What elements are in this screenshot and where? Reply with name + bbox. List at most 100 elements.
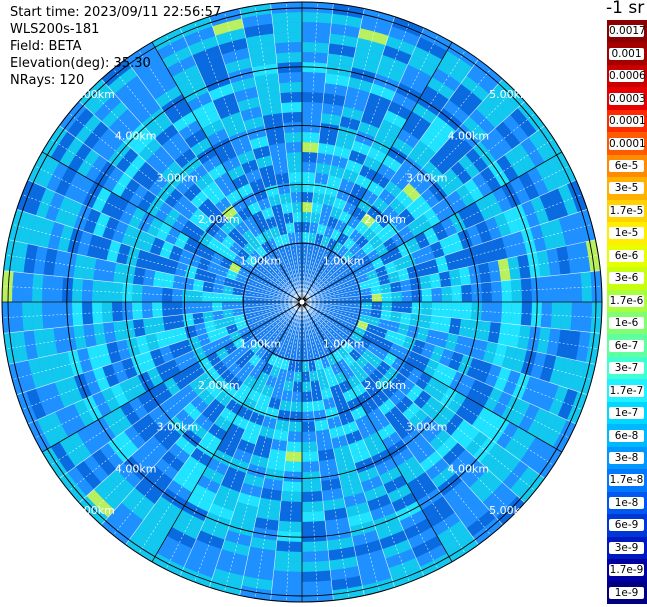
range-gate-cell [423, 377, 441, 397]
range-gate-cell [181, 156, 203, 176]
range-gate-cell [487, 448, 513, 476]
range-gate-cell [188, 208, 206, 226]
ray-line [301, 179, 577, 303]
range-gate-cell [232, 174, 250, 190]
ray-line [301, 112, 536, 303]
range-ring-label: 5.00km [489, 504, 531, 517]
range-gate-cell [353, 539, 383, 557]
range-gate-cell [333, 145, 352, 160]
range-gate-cell [198, 231, 214, 247]
range-gate-cell [184, 128, 207, 149]
range-gate-cell [260, 103, 283, 117]
range-gate-cell [268, 142, 287, 156]
range-gate-cell [530, 379, 550, 408]
range-gate-cell [287, 162, 302, 173]
ray-line [27, 301, 303, 425]
ray-line [301, 301, 545, 479]
range-gate-cell [192, 101, 217, 121]
range-gate-cell [302, 42, 330, 54]
range-gate-cell [311, 202, 323, 214]
ray-line [301, 270, 601, 303]
range-gate-cell [353, 47, 383, 65]
ray-line [301, 301, 410, 583]
range-gate-cell [154, 124, 179, 146]
range-ring-label: 3.00km [406, 171, 448, 184]
range-gate-cell [155, 363, 173, 382]
range-gate-cell [566, 391, 588, 425]
range-gate-cell [354, 174, 372, 190]
range-gate-cell [482, 93, 511, 122]
range-gate-cell [539, 221, 557, 251]
range-gate-cell [335, 187, 351, 202]
range-gate-cell [270, 590, 302, 602]
range-gate-cell [76, 427, 100, 455]
range-gate-cell [277, 368, 288, 381]
ray-line [301, 3, 334, 303]
range-gate-cell [302, 122, 321, 133]
range-gate-cell [271, 204, 284, 217]
range-gate-cell [530, 276, 542, 302]
range-gate-cell [149, 76, 177, 100]
ray-line [125, 59, 303, 303]
ray-line [21, 301, 303, 410]
range-gate-cell [202, 119, 225, 138]
range-gate-cell [206, 329, 220, 343]
ray-line [3, 301, 303, 334]
range-gate-cell [502, 114, 529, 144]
range-gate-cell [111, 220, 129, 244]
range-gate-cell [59, 472, 87, 503]
range-gate-cell [252, 444, 271, 459]
range-gate-cell [407, 111, 432, 133]
range-gate-cell [337, 125, 358, 141]
range-gate-cell [501, 234, 518, 259]
range-gate-cell [448, 487, 476, 513]
colorbar-units: -1 sr [606, 0, 645, 18]
range-gate-cell [520, 437, 545, 467]
range-gate-cell [119, 202, 138, 225]
range-gate-cell [155, 222, 173, 241]
range-gate-cell [108, 108, 135, 135]
range-gate-cell [320, 204, 333, 217]
range-gate-cell [172, 390, 191, 410]
ray-line [101, 301, 303, 526]
colorbar-tick-label: 6e-5 [609, 160, 644, 172]
range-gate-cell [504, 149, 528, 177]
range-gate-cell [182, 277, 195, 291]
range-ring-label: 1.00km [240, 254, 282, 267]
range-gate-cell [124, 425, 146, 450]
range-gate-cell [274, 42, 302, 54]
range-gate-cell [128, 91, 156, 117]
range-gate-cell [209, 577, 242, 596]
range-gate-cell [86, 345, 103, 370]
range-gate-cell [197, 197, 216, 216]
range-gate-cell [429, 429, 451, 451]
range-gate-cell [402, 402, 421, 421]
range-gate-cell [411, 535, 442, 558]
range-gate-cell [378, 398, 396, 416]
ray-line [301, 50, 466, 303]
range-gate-cell [128, 397, 149, 420]
range-gate-cell [335, 402, 351, 417]
range-gate-cell [153, 429, 175, 451]
ray-line [254, 301, 303, 599]
range-gate-cell [277, 409, 291, 422]
range-gate-cell [154, 458, 179, 480]
range-gate-cell [221, 383, 238, 400]
ray-line [301, 285, 602, 303]
range-gate-cell [285, 370, 295, 382]
ray-line [301, 68, 492, 303]
range-gate-cell [192, 483, 217, 503]
range-gate-cell [366, 204, 383, 221]
ray-line [301, 34, 439, 303]
range-gate-cell [272, 429, 289, 442]
range-gate-cell [192, 242, 207, 258]
range-gate-cell [220, 475, 244, 493]
ray-line [301, 301, 466, 554]
range-gate-cell [272, 570, 302, 582]
range-gate-cell [577, 362, 596, 395]
range-gate-cell [92, 366, 111, 392]
range-gate-cell [142, 285, 153, 302]
colorbar-tick-label: 3e-9 [609, 541, 644, 554]
range-gate-cell [212, 375, 229, 392]
range-gate-cell [289, 411, 302, 422]
